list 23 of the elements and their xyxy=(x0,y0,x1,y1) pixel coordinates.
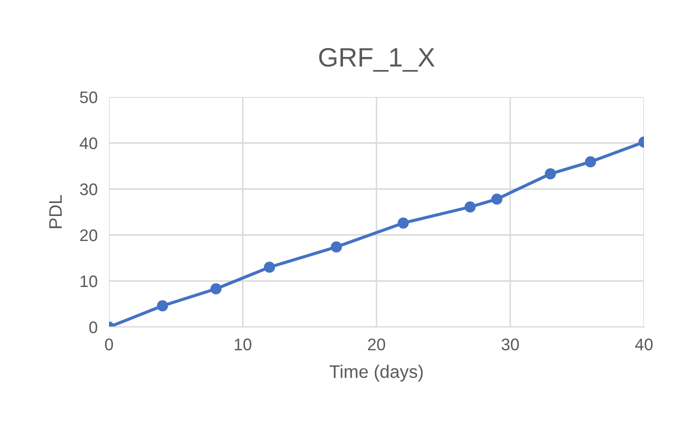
point xyxy=(491,194,502,205)
y-axis-title: PDL xyxy=(49,195,62,228)
y-tick-label: 50 xyxy=(80,91,98,104)
y-tick-label: 20 xyxy=(80,229,98,242)
chart-title: GRF_1_X xyxy=(319,48,435,72)
point xyxy=(464,201,476,212)
point xyxy=(544,168,556,180)
point xyxy=(584,156,596,168)
x-tick-label: 0 xyxy=(105,338,113,350)
point xyxy=(264,262,276,273)
point xyxy=(210,283,222,294)
x-axis-title: Time (days) xyxy=(330,364,423,382)
point xyxy=(156,300,168,312)
point xyxy=(398,217,409,229)
y-tick-label: 0 xyxy=(89,321,98,334)
x-tick-label: 20 xyxy=(368,338,386,350)
x-tick-label: 10 xyxy=(234,338,252,350)
x-tick-label: 30 xyxy=(502,338,519,350)
y-tick-label: 10 xyxy=(80,275,98,288)
x-tick-label: 40 xyxy=(635,338,653,350)
y-tick-label: 30 xyxy=(80,183,98,196)
point xyxy=(330,241,342,253)
y-tick-label: 40 xyxy=(80,137,98,150)
